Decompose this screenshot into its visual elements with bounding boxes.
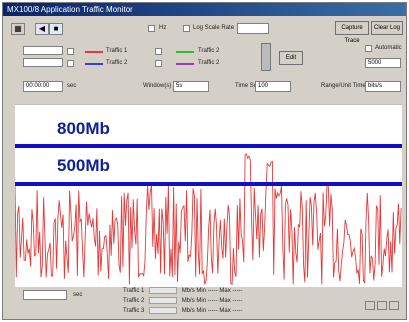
trace-checkbox-4[interactable] — [155, 60, 162, 67]
stat-label: Traffic 3 — [123, 308, 145, 315]
lower-threshold-label: 500Mb — [57, 156, 110, 175]
view-icon-2[interactable] — [377, 301, 387, 310]
traffic-3-label: Traffic 2 — [198, 48, 220, 54]
traffic-4-swatch — [176, 63, 194, 65]
trace-checkbox-2[interactable] — [67, 60, 74, 67]
min-label: Min — [196, 308, 207, 315]
min-label: Min — [196, 288, 207, 295]
view-icon-3[interactable] — [389, 301, 399, 310]
traffic-1-swatch — [85, 51, 103, 53]
log-scale-checkbox[interactable] — [183, 25, 190, 32]
time-scale-field[interactable]: 100 — [255, 81, 291, 92]
traffic-4-label: Traffic 2 — [198, 60, 220, 66]
elapsed-unit: sec — [67, 83, 77, 89]
bottom-field[interactable] — [23, 290, 67, 300]
bottom-unit: sec — [73, 292, 83, 298]
hz-checkbox[interactable] — [148, 25, 155, 32]
traffic-1-label: Traffic 1 — [106, 48, 128, 54]
upper-threshold-label: 800Mb — [57, 119, 110, 138]
traffic-plot: 800Mb 500Mb — [15, 104, 402, 287]
scale-slider[interactable] — [261, 43, 271, 71]
window-select[interactable]: 5s — [173, 81, 209, 92]
max-value: ----- — [232, 288, 243, 295]
traffic-trace — [15, 153, 402, 286]
stat-bar — [149, 307, 178, 314]
max-label: Max — [219, 308, 231, 315]
traffic-1-trace — [15, 153, 402, 286]
stat-row-1: Traffic 1 Mb/s Min ----- Max ----- — [123, 287, 242, 294]
start-icon[interactable]: ◀ — [35, 23, 49, 35]
max-value: ----- — [232, 308, 243, 315]
rate-field[interactable] — [237, 23, 269, 34]
stop-icon[interactable]: ■ — [49, 23, 63, 35]
min-value: ----- — [207, 298, 218, 305]
stat-label: Traffic 1 — [123, 288, 145, 295]
stat-label: Traffic 2 — [123, 298, 145, 305]
lower-threshold-line — [15, 182, 402, 186]
automatic-label: Automatic — [375, 45, 402, 51]
automatic-checkbox[interactable] — [365, 45, 372, 52]
edit-button[interactable]: Edit — [279, 51, 303, 65]
min-value: ----- — [207, 308, 218, 315]
auto-value-select[interactable]: 5000 — [365, 58, 401, 68]
trace-field-1[interactable] — [23, 46, 63, 55]
trace-checkbox-3[interactable] — [155, 48, 162, 55]
stat-unit: Mb/s — [181, 298, 195, 305]
view-icon-1[interactable] — [365, 301, 375, 310]
traffic-2-swatch — [85, 63, 103, 65]
min-label: Min — [196, 298, 207, 305]
traffic-3-swatch — [176, 51, 194, 53]
app-window: MX100/8 Application Traffic Monitor ▦ ◀ … — [2, 2, 407, 320]
capture-button[interactable]: Capture Trace — [335, 21, 369, 44]
stat-bar — [149, 297, 178, 304]
stat-bar — [149, 287, 178, 294]
elapsed-time-field[interactable]: 00:00:00 — [23, 81, 63, 92]
save-icon[interactable]: ▦ — [11, 23, 25, 35]
stat-row-2: Traffic 2 Mb/s Min ----- Max ----- — [123, 297, 242, 304]
log-scale-label: Log Scale Rate — [193, 25, 235, 31]
max-label: Max — [219, 298, 231, 305]
range-select[interactable]: bits/s — [365, 81, 401, 92]
time-scale-label: Time Scale — [235, 83, 265, 89]
trace-field-2[interactable] — [23, 58, 63, 67]
min-value: ----- — [207, 288, 218, 295]
stat-unit: Mb/s — [181, 288, 195, 295]
traffic-2-label: Traffic 2 — [106, 60, 128, 66]
trace-checkbox-1[interactable] — [67, 48, 74, 55]
range-label: Range/Unit Time — [321, 83, 366, 89]
stat-unit: Mb/s — [181, 308, 195, 315]
title-bar: MX100/8 Application Traffic Monitor — [3, 3, 406, 16]
upper-threshold-line — [15, 144, 402, 148]
max-value: ----- — [232, 298, 243, 305]
stat-row-3: Traffic 3 Mb/s Min ----- Max ----- — [123, 307, 242, 314]
hz-label: Hz — [159, 25, 167, 31]
clear-button[interactable]: Clear Log — [371, 21, 403, 35]
window-label: Window(s) — [143, 83, 172, 89]
max-label: Max — [219, 288, 231, 295]
